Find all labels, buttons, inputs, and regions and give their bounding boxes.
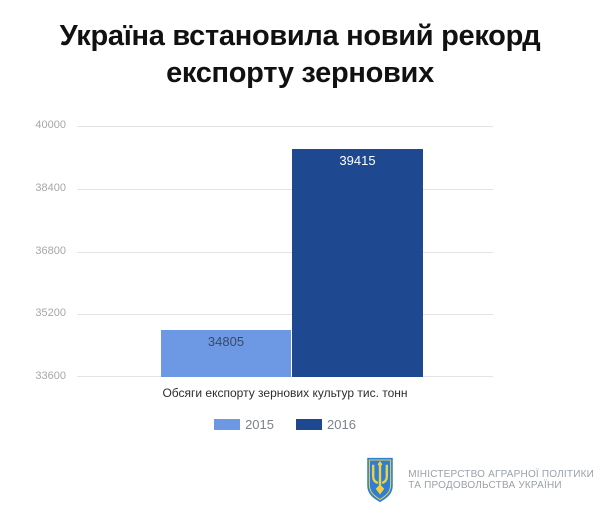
legend-item-2015: 2015	[214, 417, 274, 432]
y-tick-label: 40000	[35, 119, 66, 131]
ministry-name: МІНІСТЕРСТВО АГРАРНОЇ ПОЛІТИКИ ТА ПРОДОВ…	[408, 469, 594, 492]
legend-item-2016: 2016	[296, 417, 356, 432]
y-tick-label: 36800	[35, 245, 66, 257]
gridline	[77, 126, 493, 127]
legend-swatch-2015-icon	[214, 419, 241, 430]
x-axis-label: Обсяги експорту зернових культур тис. то…	[162, 386, 408, 400]
plot-area: 34805 39415	[77, 126, 493, 377]
gridline	[77, 251, 493, 253]
gridline	[77, 314, 493, 316]
gridline	[77, 188, 493, 190]
ministry-footer: МІНІСТЕРСТВО АГРАРНОЇ ПОЛІТИКИ ТА ПРОДОВ…	[363, 454, 594, 506]
bar-2015: 34805	[161, 330, 291, 377]
y-tick-label: 38400	[35, 182, 66, 194]
ministry-name-line2: ТА ПРОДОВОЛЬСТВА УКРАЇНИ	[408, 480, 562, 491]
bar-2016: 39415	[292, 149, 423, 377]
legend: 2015 2016	[77, 417, 493, 432]
y-tick-label: 35200	[35, 307, 66, 319]
page-title: Україна встановила новий рекорд експорту…	[59, 20, 541, 89]
ministry-name-line1: МІНІСТЕРСТВО АГРАРНОЇ ПОЛІТИКИ	[408, 468, 594, 480]
y-axis: 40000 38400 36800 35200 33600	[0, 119, 66, 382]
bar-value-label-2016: 39415	[339, 153, 376, 168]
y-tick-label: 33600	[35, 370, 66, 382]
legend-label-2016: 2016	[327, 417, 356, 432]
legend-label-2015: 2015	[245, 417, 274, 432]
bar-value-label-2015: 34805	[207, 334, 245, 349]
ukraine-trident-shield-icon	[367, 457, 394, 503]
legend-swatch-2016-icon	[296, 419, 322, 430]
